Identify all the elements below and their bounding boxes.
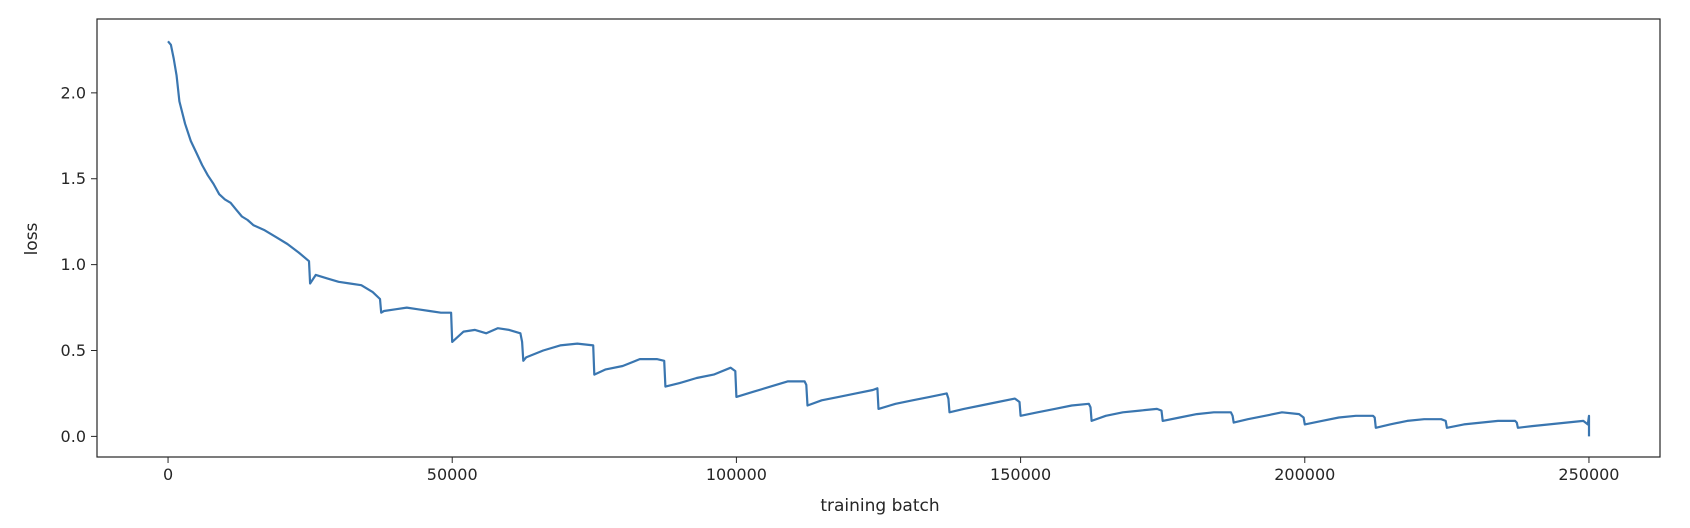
plot-area <box>96 18 1661 458</box>
y-tick-label: 1.5 <box>61 169 86 188</box>
x-tick-label: 100000 <box>706 465 767 484</box>
y-tick-label: 1.0 <box>61 255 86 274</box>
y-tick-label: 2.0 <box>61 83 86 102</box>
x-axis-label: training batch <box>820 496 939 516</box>
x-axis-ticks: 0 50000 100000 150000 200000 250000 <box>163 457 1619 484</box>
x-tick-label: 0 <box>163 465 173 484</box>
plot-frame <box>96 18 1661 458</box>
y-tick-label: 0.5 <box>61 341 86 360</box>
y-tick-label: 0.0 <box>61 427 86 446</box>
x-tick-label: 250000 <box>1558 465 1619 484</box>
loss-series-line-0 <box>167 40 1591 437</box>
x-tick-label: 50000 <box>427 465 478 484</box>
y-axis-label: loss <box>22 222 42 255</box>
x-tick-label: 150000 <box>990 465 1051 484</box>
y-axis-ticks: 0.0 0.5 1.0 1.5 2.0 <box>61 83 97 446</box>
x-tick-label: 200000 <box>1274 465 1335 484</box>
